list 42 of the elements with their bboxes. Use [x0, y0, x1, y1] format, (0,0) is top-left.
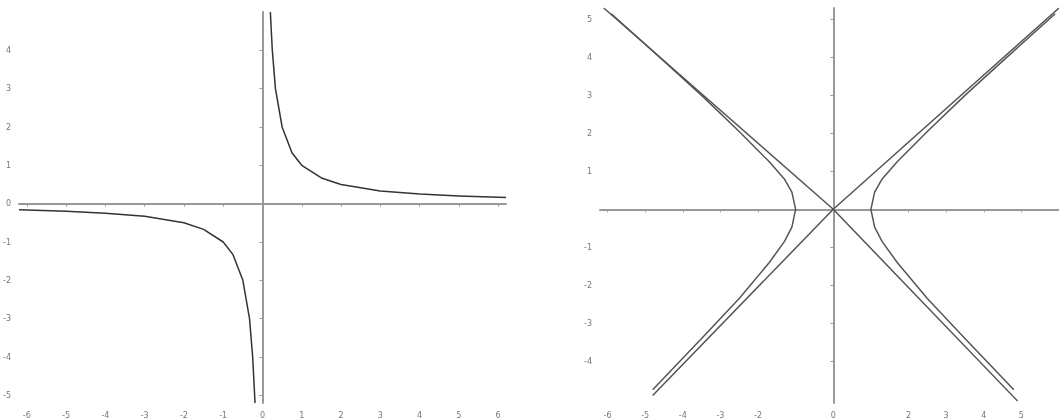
x-tick-label: -5 — [641, 410, 650, 419]
y-tick-label: -2 — [2, 275, 11, 285]
y-tick-label: 0 — [5, 199, 11, 209]
x-tick-label: -1 — [219, 410, 228, 419]
x-tick-label: 2 — [338, 410, 344, 419]
y-tick-label: 1 — [586, 166, 592, 176]
y-tick-label: 2 — [5, 122, 11, 132]
x-tick-label: 0 — [830, 410, 836, 419]
x-tick-label: 6 — [495, 410, 501, 419]
y-tick-label: 2 — [586, 128, 592, 138]
x-tick-label: 5 — [456, 410, 462, 419]
y-tick-label: -5 — [2, 390, 11, 400]
x-tick-label: 5 — [1018, 410, 1024, 419]
y-tick-label: -1 — [584, 242, 592, 252]
y-tick-label: -4 — [2, 352, 11, 362]
x-tick-label: -3 — [140, 410, 149, 419]
x-tick-label: -6 — [603, 410, 612, 419]
x-tick-label: -5 — [62, 410, 71, 419]
y-tick-label: -3 — [2, 314, 11, 324]
x-tick-label: 2 — [905, 410, 912, 419]
x-tick-label: 3 — [943, 410, 949, 419]
x-tick-label: 1 — [299, 410, 305, 419]
y-tick-label: 1 — [5, 160, 11, 170]
y-tick-label: 4 — [586, 52, 592, 62]
y-tick-label: -4 — [584, 356, 592, 366]
x-tick-label: -6 — [22, 410, 31, 419]
y-tick-label: -3 — [584, 318, 592, 328]
x-tick-label: 3 — [377, 410, 383, 419]
y-tick-label: 5 — [586, 14, 592, 24]
x-tick-label: 0 — [259, 410, 266, 419]
y-tick-label: -2 — [584, 280, 592, 290]
y-tick-label: 3 — [5, 84, 11, 94]
x-tick-label: 4 — [981, 410, 987, 419]
x-tick-label: 4 — [417, 410, 423, 419]
x-tick-label: -4 — [101, 410, 110, 419]
x-tick-label: -4 — [678, 410, 687, 419]
y-tick-label: -1 — [2, 237, 11, 247]
x-tick-label: -2 — [754, 410, 763, 419]
y-tick-label: 4 — [5, 45, 11, 55]
y-tick-label: 3 — [586, 90, 592, 100]
x-tick-label: -2 — [179, 410, 188, 419]
x-tick-label: -3 — [716, 410, 725, 419]
